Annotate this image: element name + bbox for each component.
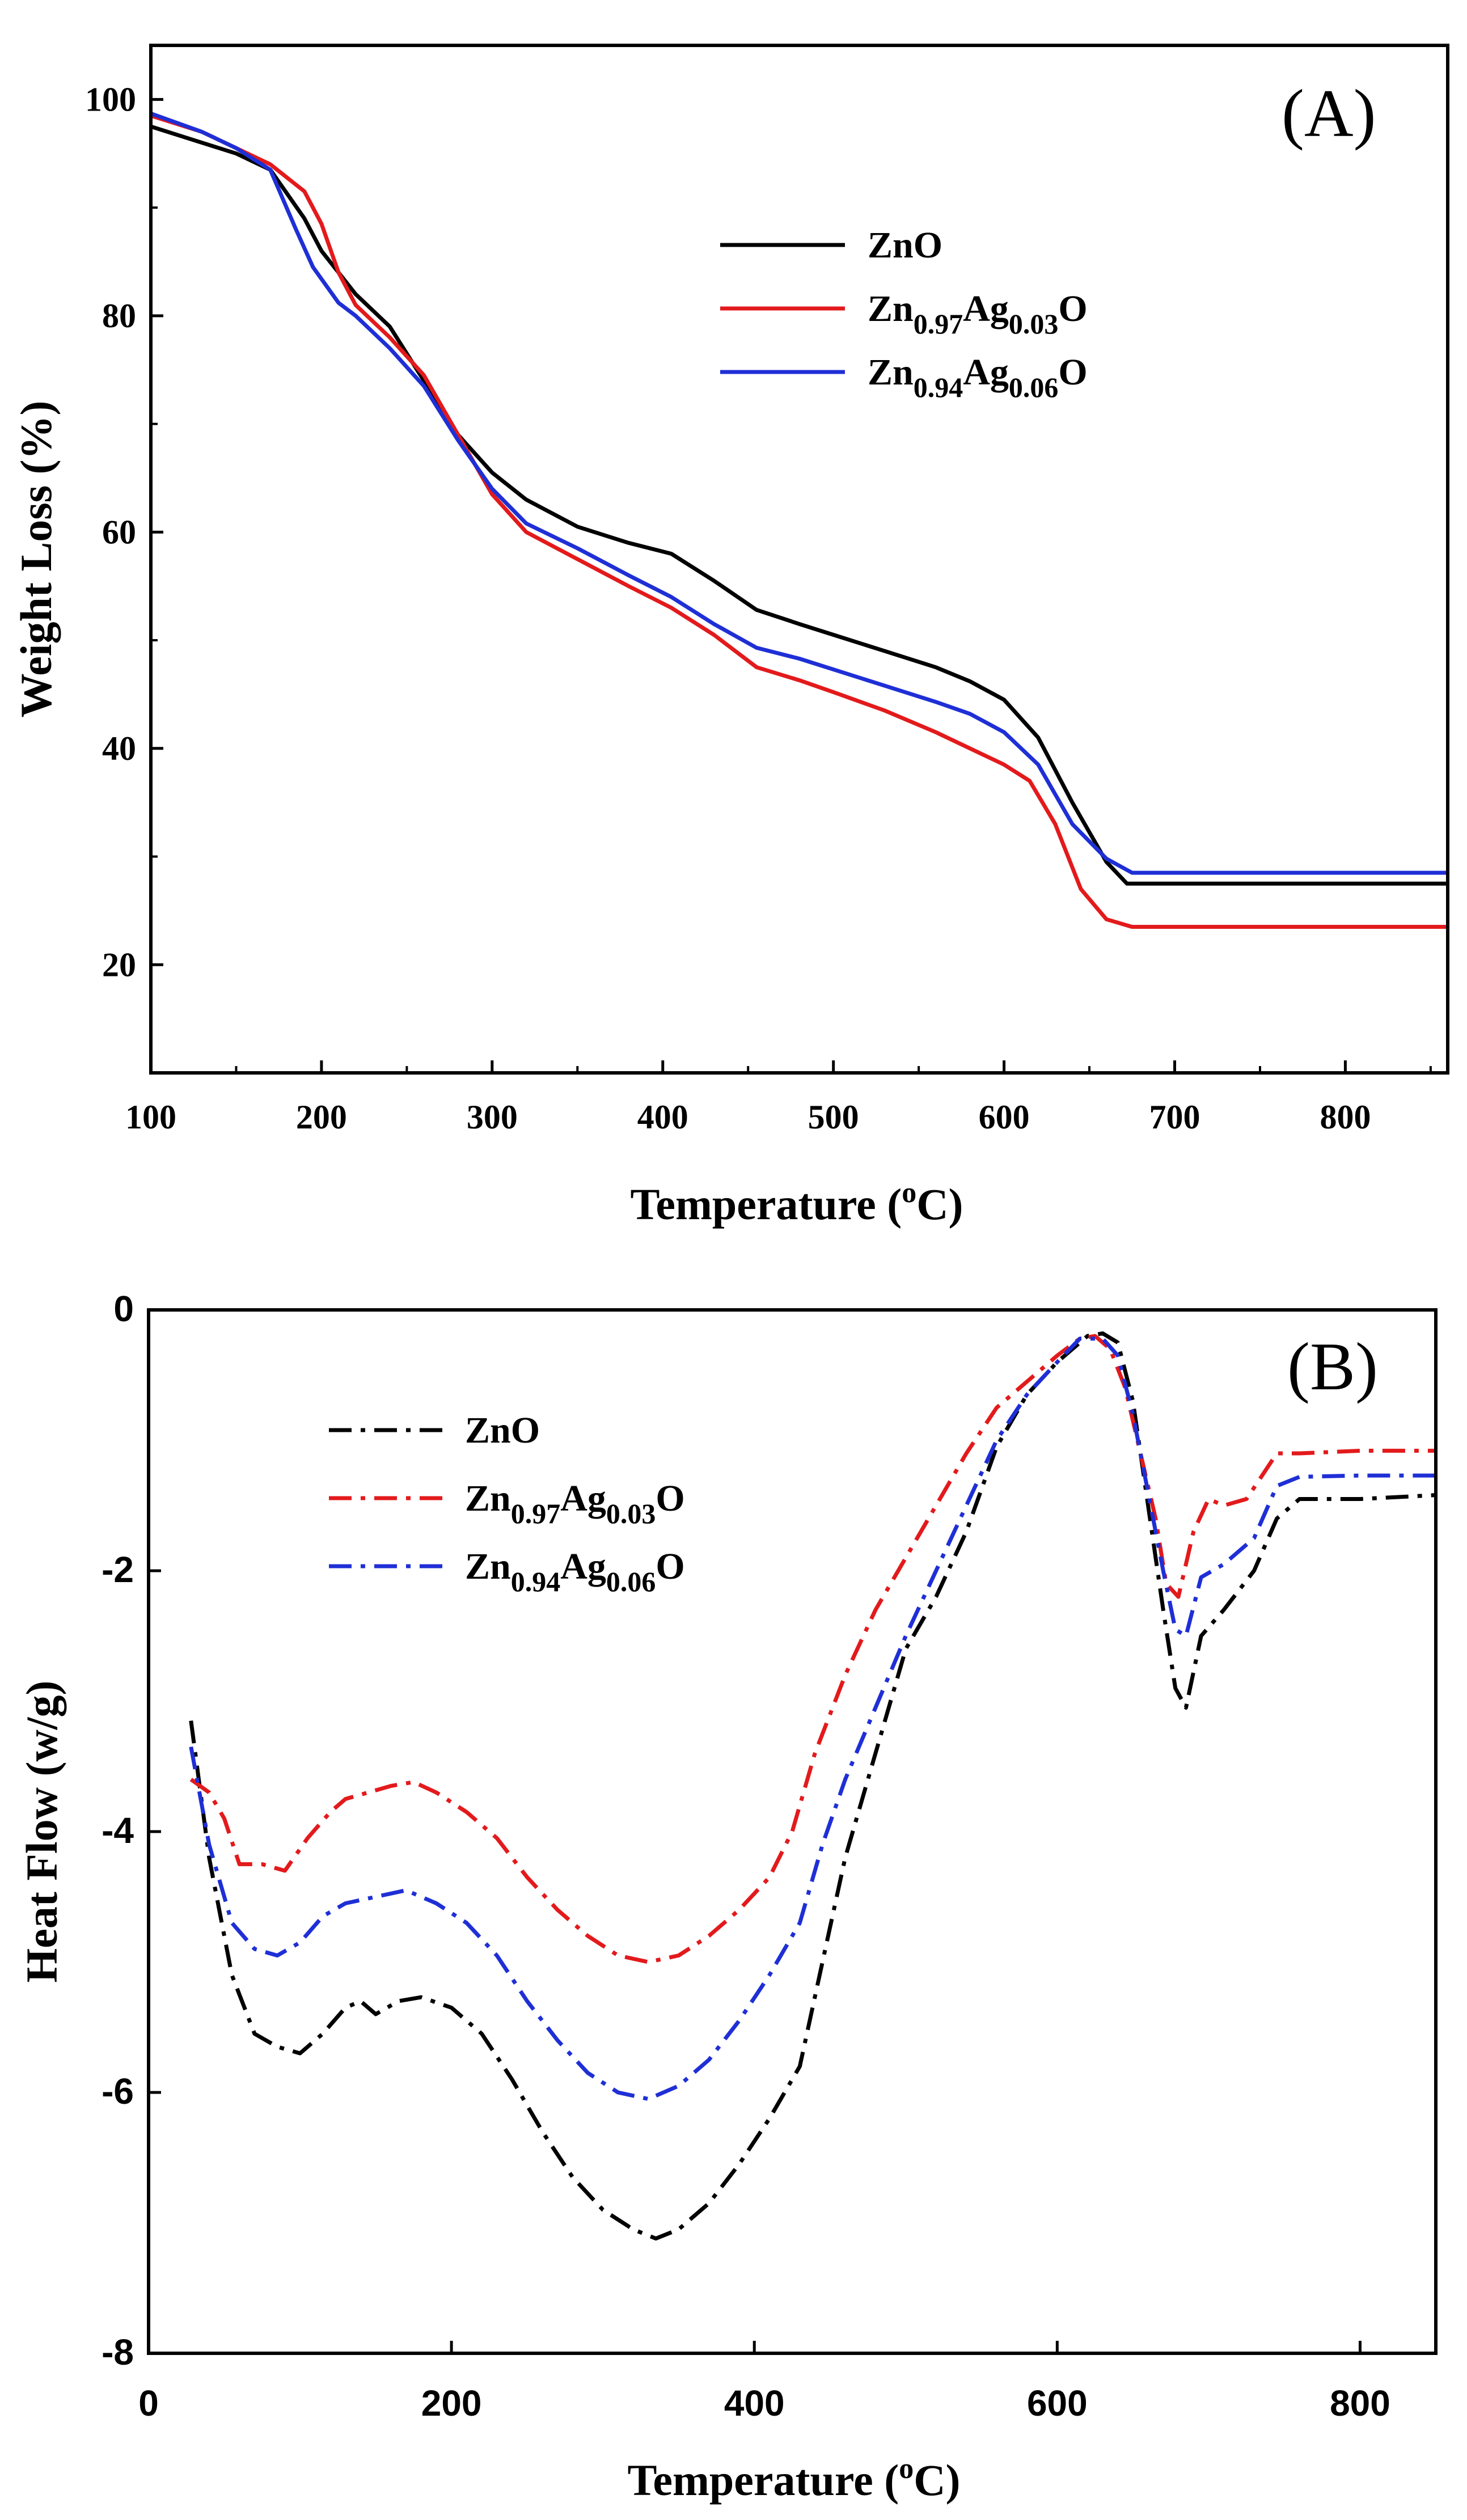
x-tick-label: 200 [296,1098,347,1136]
x-tick-label: 400 [637,1098,688,1136]
panel-b-chart: 0 200 400 600 800 -8 -6 -4 -2 0 (B) Temperature (… [17,1288,1438,2505]
y-tick-label: -6 [102,2071,134,2112]
panel-a-plot-area [151,111,1448,929]
x-tick-label: 700 [1149,1098,1200,1136]
panel-a-ticks: 100 200 300 400 500 600 700 800 20 40 60 80 100 [85,81,1432,1136]
series-line-zn097ag003o [151,113,1448,929]
panel-b-ticks: 0 200 400 600 800 -8 -6 -4 -2 0 [102,1288,1390,2424]
y-tick-label: 60 [102,513,136,551]
x-tick-label: 800 [1320,1098,1371,1136]
y-tick-label: -4 [102,1810,134,1851]
x-tick-label: 0 [138,2383,159,2424]
panel-a-legend: ZnO Zn0.97Ag0.03O Zn0.94Ag0.06O [720,225,1088,403]
panel-a-x-axis-title: Temperature (oC) [630,1177,963,1229]
y-tick-label: 20 [102,946,136,983]
legend-label: Zn0.97Ag0.03O [465,1478,685,1529]
panel-b-x-axis-title: Temperature (oC) [627,2453,960,2505]
y-tick-label: -2 [102,1549,134,1590]
y-tick-label: 40 [102,730,136,767]
series-line-zno [189,1331,1436,2241]
panel-b-plot-area [189,1331,1436,2241]
y-tick-label: 100 [85,81,136,118]
panel-a-label: (A) [1282,75,1376,151]
series-line-zn097ag003o [189,1334,1436,1964]
legend-label: ZnO [465,1410,540,1451]
panel-a-frame [149,44,1449,1075]
legend-label: Zn0.97Ag0.03O [868,288,1088,340]
y-tick-label: -8 [102,2332,134,2373]
panel-a-y-axis-title: Weight Loss (%) [11,400,61,717]
x-tick-label: 600 [1027,2383,1088,2424]
legend-label: Zn0.94Ag0.06O [465,1546,685,1597]
series-line-zn094ag006o [189,1337,1436,2101]
panel-b-y-axis-title: Heat Flow (w/g) [17,1681,66,1983]
x-tick-label: 200 [421,2383,482,2424]
x-tick-label: 300 [467,1098,518,1136]
y-tick-label: 80 [102,297,136,335]
panel-b-legend: ZnO Zn0.97Ag0.03O Zn0.94Ag0.06O [329,1410,685,1597]
x-tick-label: 800 [1330,2383,1390,2424]
x-tick-label: 100 [125,1098,176,1136]
series-line-zn094ag006o [151,111,1448,875]
panel-b-label: (B) [1287,1329,1378,1404]
x-tick-label: 600 [979,1098,1030,1136]
legend-label: ZnO [868,225,942,266]
x-tick-label: 500 [808,1098,859,1136]
y-tick-label: 0 [113,1288,134,1329]
legend-label: Zn0.94Ag0.06O [868,352,1088,403]
series-line-zno [151,124,1448,886]
x-tick-label: 400 [724,2383,785,2424]
